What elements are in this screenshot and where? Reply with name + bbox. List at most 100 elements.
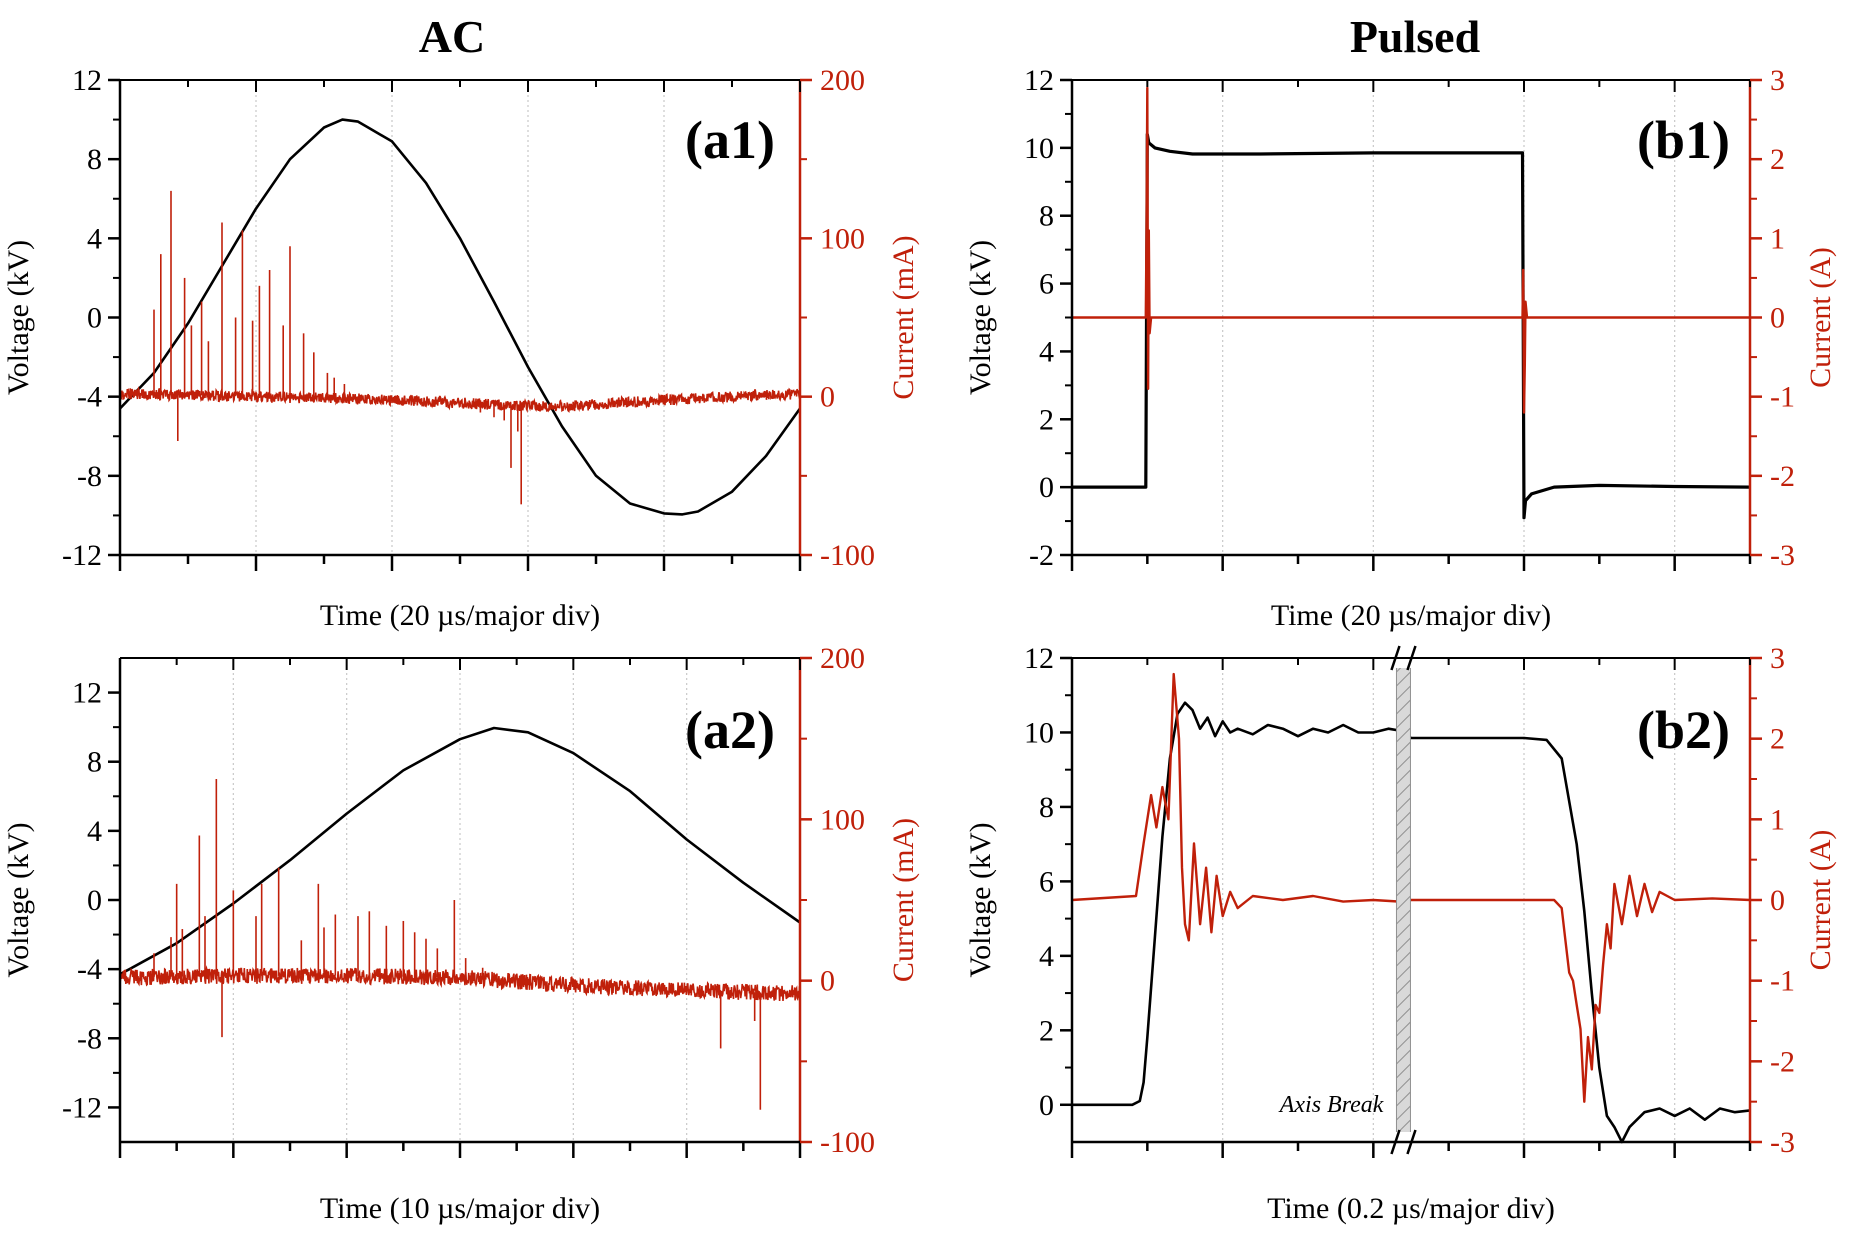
y-right-tick-label: 0: [1770, 302, 1785, 335]
y-left-tick-label: -4: [77, 953, 102, 986]
y-right-tick-label: 2: [1770, 723, 1785, 756]
axis-break-hatch: [1396, 1077, 1411, 1093]
axis-break-hatch: [1396, 965, 1411, 981]
y-left-tick-label: 0: [1039, 1089, 1054, 1122]
y-right-tick-label: -2: [1770, 1045, 1795, 1078]
panel-a2: -12 -8 -4 0 4 8 12 -100 0 100 200 Time (10 µs/major…: [2, 642, 920, 1225]
y-right-tick-label: 0: [820, 965, 835, 998]
axis-break-hatch: [1396, 1021, 1411, 1037]
y-left-tick-label: 4: [1039, 335, 1054, 368]
y-left-axis-label: Voltage (kV): [964, 240, 997, 395]
y-left-tick-label: -12: [62, 1091, 102, 1124]
y-right-axis-label: Current (A): [1804, 830, 1837, 971]
axis-break-hatch: [1396, 713, 1411, 729]
axis-break-annotation: Axis Break: [1278, 1092, 1384, 1118]
y-left-tick-label: 6: [1039, 865, 1054, 898]
y-left-tick-label: 0: [87, 302, 102, 335]
y-left-tick-label: 10: [1024, 716, 1054, 749]
y-left-axis-label: Voltage (kV): [2, 240, 35, 395]
axis-break-hatch: [1396, 1091, 1411, 1107]
axis-break-hatch: [1396, 909, 1411, 925]
y-right-axis-label: Current (mA): [887, 235, 920, 399]
axis-break-hatch: [1396, 699, 1411, 715]
axis-break-hatch: [1396, 993, 1411, 1009]
axis-break-hatch: [1396, 1105, 1411, 1121]
y-right-tick-label: 100: [820, 803, 865, 836]
x-axis-label: Time (0.2 µs/major div): [1267, 1192, 1555, 1225]
axis-break-hatch: [1396, 979, 1411, 995]
column-title-pulsed: Pulsed: [1350, 11, 1481, 62]
axis-break-hatch: [1396, 895, 1411, 911]
y-right-tick-label: 200: [820, 642, 865, 675]
axis-break-hatch: [1396, 853, 1411, 869]
y-right-tick-label: 0: [1770, 884, 1785, 917]
y-left-tick-label: 10: [1024, 132, 1054, 165]
axis-break-hatch: [1396, 685, 1411, 701]
axis-break-hatch: [1396, 811, 1411, 827]
axis-break-hatch: [1396, 825, 1411, 841]
voltage-trace: [119, 726, 801, 976]
axis-break-hatch: [1396, 867, 1411, 883]
y-left-tick-label: 2: [1039, 403, 1054, 436]
voltage-trace: [1072, 701, 1751, 1144]
panel-a1: -12 -8 -4 0 4 8 12 -100 0 100 200 Time (20 µs/major…: [2, 64, 920, 632]
y-left-tick-label: 0: [87, 884, 102, 917]
axis-break-hatch: [1396, 1035, 1411, 1051]
panel-label: (b2): [1637, 700, 1730, 760]
y-right-tick-label: -2: [1770, 460, 1795, 493]
panel-label: (b1): [1637, 110, 1730, 170]
voltage-trace: [1072, 132, 1751, 520]
y-left-tick-label: -2: [1029, 539, 1054, 572]
axis-break-hatch: [1396, 923, 1411, 939]
y-right-tick-label: -1: [1770, 381, 1795, 414]
axis-break-hatch: [1396, 839, 1411, 855]
y-right-axis-label: Current (mA): [887, 818, 920, 982]
axis-break-hatch: [1396, 783, 1411, 799]
y-left-axis-label: Voltage (kV): [2, 822, 35, 977]
y-left-tick-label: 12: [1024, 642, 1054, 675]
voltage-trace: [119, 118, 802, 516]
y-left-tick-label: 4: [1039, 940, 1054, 973]
y-left-tick-label: 12: [1024, 64, 1054, 97]
y-right-tick-label: -100: [820, 1126, 875, 1159]
axis-break-hatch: [1396, 741, 1411, 757]
y-left-tick-label: 6: [1039, 268, 1054, 301]
axis-break-hatch: [1396, 937, 1411, 953]
y-left-axis-label: Voltage (kV): [964, 822, 997, 977]
y-left-tick-label: 8: [1039, 791, 1054, 824]
y-left-tick-label: 12: [72, 677, 102, 710]
panel-label: (a2): [685, 700, 775, 760]
y-right-tick-label: 1: [1770, 222, 1785, 255]
y-right-tick-label: 2: [1770, 143, 1785, 176]
current-noise-trace: [119, 386, 801, 414]
y-left-tick-label: 8: [1039, 200, 1054, 233]
y-left-tick-label: 8: [87, 143, 102, 176]
y-right-tick-label: -3: [1770, 1126, 1795, 1159]
y-right-axis-label: Current (A): [1804, 247, 1837, 388]
axis-break-hatch: [1396, 1049, 1411, 1065]
panel-label: (a1): [685, 110, 775, 170]
x-axis-label: Time (20 µs/major div): [320, 599, 600, 632]
y-right-tick-label: 0: [820, 381, 835, 414]
y-left-tick-label: 8: [87, 746, 102, 779]
y-left-tick-label: -8: [77, 460, 102, 493]
y-left-tick-label: -8: [77, 1022, 102, 1055]
column-title-ac: AC: [419, 11, 485, 62]
y-left-tick-label: 2: [1039, 1014, 1054, 1047]
current-trace: [1072, 86, 1750, 414]
y-left-tick-label: 4: [87, 222, 102, 255]
axis-break-hatch: [1396, 1007, 1411, 1023]
y-right-tick-label: 3: [1770, 64, 1785, 97]
axis-break-hatch: [1396, 881, 1411, 897]
y-left-tick-label: 4: [87, 815, 102, 848]
axis-break-hatch: [1396, 951, 1411, 967]
axis-break-hatch: [1396, 769, 1411, 785]
y-right-tick-label: 3: [1770, 642, 1785, 675]
y-right-tick-label: -1: [1770, 965, 1795, 998]
y-left-tick-label: 12: [72, 64, 102, 97]
axis-break-hatch: [1396, 797, 1411, 813]
x-axis-label: Time (10 µs/major div): [320, 1192, 600, 1225]
